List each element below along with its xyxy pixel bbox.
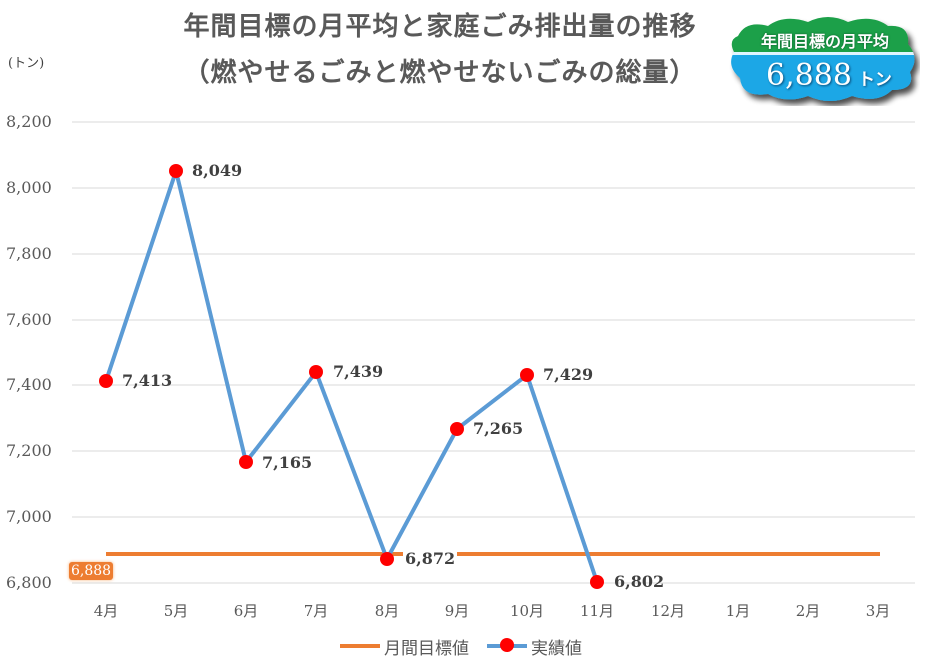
target-value-tag: 6,888 <box>69 562 114 580</box>
x-tick: 12月 <box>650 602 686 620</box>
data-label: 7,439 <box>333 362 384 381</box>
x-tick: 4月 <box>93 602 119 620</box>
data-label: 6,872 <box>403 549 458 568</box>
data-label: 7,429 <box>543 365 594 384</box>
actual-line <box>104 169 599 583</box>
y-tick: 8,200 <box>6 112 52 131</box>
marker-aug <box>380 552 394 566</box>
y-tick: 7,600 <box>6 310 52 329</box>
marker-oct <box>520 368 534 382</box>
y-tick: 7,000 <box>6 507 52 526</box>
cloud-badge-shape <box>731 17 915 101</box>
y-tick: 7,200 <box>6 441 52 460</box>
badge-unit: トン <box>857 70 892 90</box>
marker-jun <box>239 455 253 469</box>
chart-title-line1: 年間目標の月平均と家庭ごみ排出量の推移 <box>183 12 697 42</box>
x-tick: 9月 <box>444 602 470 620</box>
chart-title-line2: （燃やせるごみと燃やせないごみの総量） <box>183 58 697 88</box>
x-tick: 6月 <box>233 602 259 620</box>
badge-value: 6,888 トン <box>754 58 904 93</box>
data-label: 7,165 <box>262 453 313 472</box>
y-tick: 8,000 <box>6 178 52 197</box>
marker-apr <box>99 374 113 388</box>
x-tick: 1月 <box>725 602 751 620</box>
y-tick: 7,400 <box>6 375 52 394</box>
x-tick: 8月 <box>374 602 400 620</box>
legend-item-target[interactable]: 月間目標値 <box>340 634 469 659</box>
legend-label: 実績値 <box>531 638 582 659</box>
legend-item-actual[interactable]: 実績値 <box>487 634 582 659</box>
marker-sep <box>450 422 464 436</box>
y-tick: 6,800 <box>6 573 52 592</box>
x-tick: 7月 <box>303 602 329 620</box>
x-tick: 2月 <box>795 602 821 620</box>
marker-nov <box>590 575 604 589</box>
marker-may <box>169 164 183 178</box>
data-label: 7,265 <box>473 419 524 438</box>
y-tick: 7,800 <box>6 244 52 263</box>
x-tick: 11月 <box>579 602 615 620</box>
data-label: 6,802 <box>614 572 665 591</box>
legend: 月間目標値 実績値 <box>340 634 600 659</box>
x-tick: 3月 <box>865 602 891 620</box>
data-label: 7,413 <box>122 371 173 390</box>
y-axis-unit: (トン) <box>8 56 45 71</box>
line-marker-swatch-icon <box>487 638 527 652</box>
actual-markers <box>99 164 604 589</box>
marker-jul <box>309 365 323 379</box>
badge-number: 6,888 <box>766 58 852 93</box>
x-tick: 10月 <box>509 602 545 620</box>
legend-label: 月間目標値 <box>384 638 469 659</box>
data-label: 8,049 <box>192 161 243 180</box>
gridlines <box>72 121 915 584</box>
x-tick: 5月 <box>163 602 189 620</box>
target-line-swatch-icon <box>340 644 380 648</box>
badge-heading: 年間目標の月平均 <box>760 32 889 51</box>
annual-target-badge: 年間目標の月平均 6,888 トン <box>724 14 920 104</box>
